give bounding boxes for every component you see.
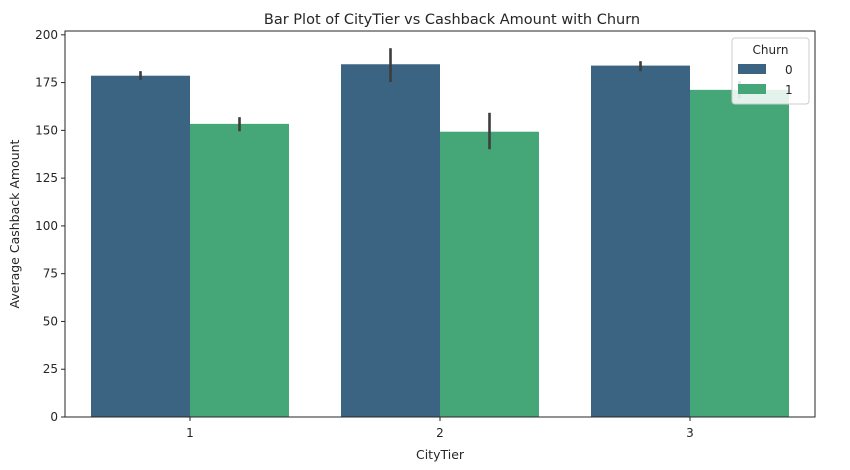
bar-churn-1-tier-3 [690, 89, 789, 418]
legend-swatch-0 [738, 64, 766, 74]
y-axis: 0 25 50 75 100 125 150 175 200 [35, 28, 65, 424]
y-tick-label: 175 [35, 76, 58, 90]
y-tick-label: 75 [43, 267, 58, 281]
y-tick-label: 200 [35, 28, 58, 42]
bar-churn-0-tier-2 [341, 64, 440, 417]
x-tick-label: 3 [686, 426, 694, 440]
y-tick-label: 125 [35, 171, 58, 185]
chart-title: Bar Plot of CityTier vs Cashback Amount … [264, 12, 640, 28]
bar-churn-1-tier-2 [440, 131, 539, 417]
x-tick-label: 2 [436, 426, 444, 440]
y-tick-label: 25 [43, 362, 58, 376]
x-axis-label: CityTier [416, 447, 465, 462]
bar-churn-0-tier-1 [91, 75, 190, 418]
y-tick-label: 100 [35, 219, 58, 233]
y-tick-label: 0 [50, 410, 58, 424]
bar-churn-0-tier-3 [591, 65, 690, 417]
legend-title: Churn [753, 43, 789, 57]
legend-label-0: 0 [785, 63, 793, 77]
y-axis-label: Average Cashback Amount [7, 139, 22, 308]
legend: Churn 0 1 [731, 37, 810, 105]
x-axis: 1 2 3 [186, 417, 694, 440]
legend-swatch-1 [738, 84, 766, 94]
y-tick-label: 150 [35, 123, 58, 137]
y-tick-label: 50 [43, 314, 58, 328]
legend-label-1: 1 [785, 83, 793, 97]
bar-churn-1-tier-1 [190, 123, 289, 417]
bars-group [91, 64, 789, 418]
x-tick-label: 1 [186, 426, 194, 440]
